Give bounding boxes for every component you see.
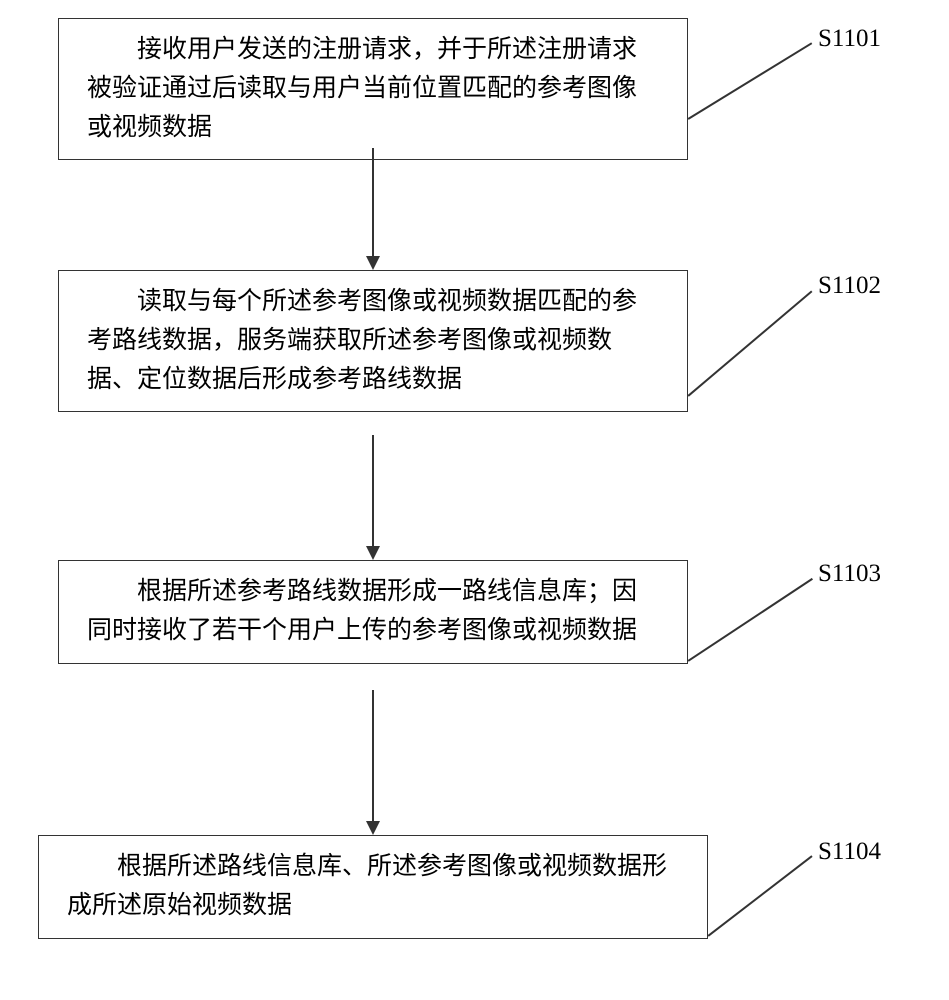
leader-line-s1102 (688, 290, 813, 396)
leader-line-s1104 (708, 855, 813, 936)
node-text: 接收用户发送的注册请求，并于所述注册请求被验证通过后读取与用户当前位置匹配的参考… (87, 36, 637, 141)
node-label-s1103: S1103 (818, 560, 881, 588)
connector-s1103-s1104 (372, 690, 374, 821)
node-text: 根据所述路线信息库、所述参考图像或视频数据形成所述原始视频数据 (67, 853, 667, 919)
arrow-head (366, 821, 380, 835)
arrow-head (366, 256, 380, 270)
flowchart-node-s1101: 接收用户发送的注册请求，并于所述注册请求被验证通过后读取与用户当前位置匹配的参考… (58, 18, 688, 160)
flowchart-node-s1104: 根据所述路线信息库、所述参考图像或视频数据形成所述原始视频数据 (38, 835, 708, 939)
node-label-s1104: S1104 (818, 838, 881, 866)
connector-s1101-s1102 (372, 148, 374, 256)
leader-line-s1103 (688, 578, 813, 661)
node-label-s1102: S1102 (818, 272, 881, 300)
connector-s1102-s1103 (372, 435, 374, 546)
leader-line-s1101 (688, 42, 813, 119)
flowchart-node-s1102: 读取与每个所述参考图像或视频数据匹配的参考路线数据，服务端获取所述参考图像或视频… (58, 270, 688, 412)
node-label-s1101: S1101 (818, 25, 881, 53)
node-text: 读取与每个所述参考图像或视频数据匹配的参考路线数据，服务端获取所述参考图像或视频… (87, 288, 637, 393)
node-text: 根据所述参考路线数据形成一路线信息库；因同时接收了若干个用户上传的参考图像或视频… (87, 578, 637, 644)
arrow-head (366, 546, 380, 560)
flowchart-node-s1103: 根据所述参考路线数据形成一路线信息库；因同时接收了若干个用户上传的参考图像或视频… (58, 560, 688, 664)
flowchart-container: 接收用户发送的注册请求，并于所述注册请求被验证通过后读取与用户当前位置匹配的参考… (0, 0, 949, 1000)
